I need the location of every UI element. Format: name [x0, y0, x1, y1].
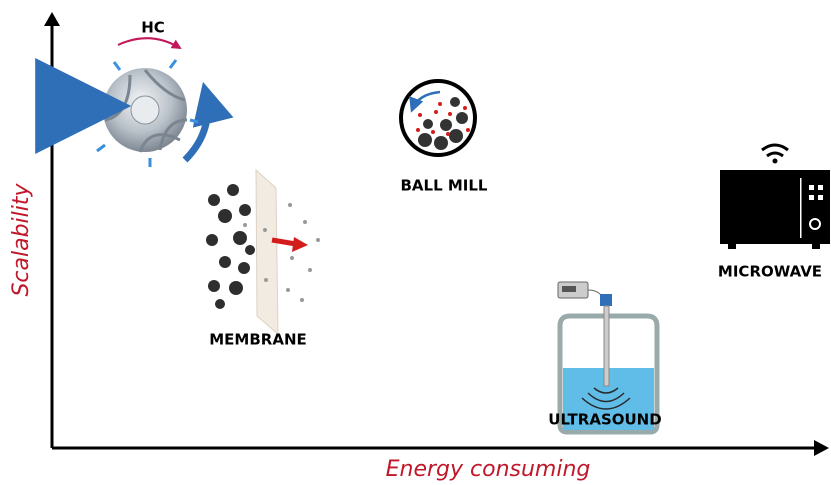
ball-mill-icon-part-part [446, 132, 450, 136]
membrane-icon-part-part [218, 209, 232, 223]
membrane-icon-part-part [308, 268, 312, 272]
microwave-icon-part [809, 195, 814, 200]
ball-mill-icon-part [418, 97, 468, 150]
membrane-icon-part [206, 184, 255, 309]
membrane-icon-part-part [286, 288, 290, 292]
membrane-icon-part-part [238, 262, 250, 274]
membrane-icon-part-part [290, 256, 294, 260]
membrane-icon-part-part [263, 228, 267, 232]
membrane-icon-part-part [239, 204, 251, 216]
ultrasound-icon-part [562, 286, 576, 292]
ball-mill-icon-part-part [418, 113, 422, 117]
membrane-icon-part [255, 168, 279, 336]
node-label: HC [141, 19, 165, 37]
membrane-icon-part-part [316, 238, 320, 242]
membrane-icon-part [292, 237, 308, 252]
microwave-icon-part [728, 244, 736, 249]
ultrasound-icon-part [603, 305, 610, 387]
ultrasound-icon [557, 281, 660, 435]
membrane-icon-part-part [208, 280, 220, 292]
membrane-icon [206, 168, 320, 336]
ball-mill-icon-part-part [450, 97, 460, 107]
membrane-icon-part-part [264, 278, 268, 282]
ball-mill-icon-part-part [440, 119, 452, 131]
hc-icon-part [182, 81, 234, 163]
membrane-icon-part-part [208, 194, 220, 206]
node-label: MICROWAVE [718, 263, 822, 281]
membrane-icon-part-part [219, 256, 231, 268]
membrane-icon-part-part [227, 184, 239, 196]
hc-icon-part [96, 59, 199, 167]
ball-mill-icon-part-part [438, 102, 442, 106]
ball-mill-icon-part-part [463, 106, 467, 110]
membrane-icon-part-part [229, 281, 243, 295]
membrane-icon-part-part [288, 203, 292, 207]
ball-mill-icon [399, 79, 477, 157]
membrane-icon-part-part [233, 231, 247, 245]
microwave-icon-part [772, 158, 778, 164]
microwave-icon-part [800, 178, 802, 238]
hc-icon-part [117, 37, 182, 50]
ultrasound-icon-part [581, 387, 631, 410]
microwave-icon-part [720, 170, 830, 244]
microwave-icon-part [761, 143, 789, 158]
microwave-icon-part [809, 185, 814, 190]
microwave-icon-part [818, 195, 823, 200]
ball-mill-icon-part-part [418, 133, 432, 147]
ball-mill-icon-part-part [434, 110, 438, 114]
ball-mill-icon-part [416, 102, 470, 136]
ball-mill-icon-part-part [416, 128, 420, 132]
ball-mill-icon-part-part [456, 112, 468, 124]
node-label: BALL MILL [400, 177, 487, 195]
membrane-icon-part [243, 203, 320, 302]
ball-mill-icon-part-part [423, 119, 433, 129]
ball-mill-icon-part-part [466, 128, 470, 132]
y-axis-label: Scalability [9, 182, 34, 296]
membrane-icon-part-part [300, 298, 304, 302]
ultrasound-icon-part [600, 294, 612, 306]
hc-icon-part [130, 95, 160, 125]
microwave-icon [720, 143, 830, 249]
hc-icon [35, 37, 234, 167]
axes-part [44, 12, 60, 26]
axes-part [814, 440, 829, 456]
ball-mill-icon-part-part [431, 130, 435, 134]
membrane-icon-part-part [215, 299, 225, 309]
microwave-icon-part [818, 185, 823, 190]
x-axis-label: Energy consuming [386, 457, 591, 482]
ball-mill-icon-part-part [434, 136, 448, 150]
ball-mill-icon-part-part [448, 112, 452, 116]
node-label: ULTRASOUND [548, 411, 661, 429]
ball-mill-icon-part-part [449, 129, 463, 143]
microwave-icon-part [812, 244, 820, 249]
membrane-icon-part-part [206, 234, 218, 246]
ball-mill-icon-part [409, 90, 441, 113]
membrane-icon-part-part [303, 220, 307, 224]
membrane-icon-part [271, 237, 297, 247]
microwave-icon-part [809, 218, 821, 230]
node-label: MEMBRANE [209, 331, 307, 349]
hc-icon-part [104, 69, 188, 153]
membrane-icon-part-part [245, 245, 255, 255]
membrane-icon-part-part [243, 223, 247, 227]
